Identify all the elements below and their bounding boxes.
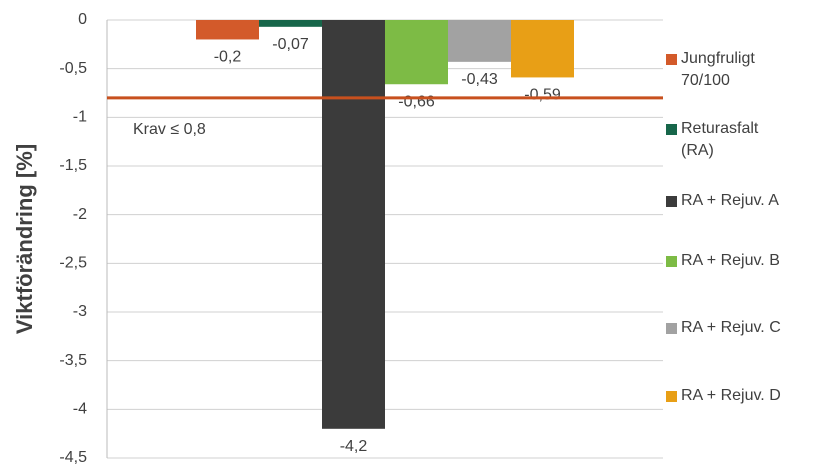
reference-label: Krav ≤ 0,8: [133, 121, 206, 138]
y-tick-label: -1,5: [59, 157, 87, 174]
legend-item: Jungfruligt 70/100: [666, 48, 781, 92]
y-tick-label: -3,5: [59, 352, 87, 369]
legend-item: RA + Rejuv. C: [666, 317, 831, 339]
data-label: -4,2: [340, 438, 368, 455]
y-axis-label: Viktförändring [%]: [12, 144, 37, 334]
bar: [322, 20, 385, 429]
data-label: -0,59: [524, 87, 561, 104]
bar: [259, 20, 322, 27]
y-tick-label: -1: [73, 109, 87, 126]
legend-swatch: [666, 196, 677, 207]
legend-label: RA + Rejuv. B: [681, 252, 780, 269]
legend-label: Jungfruligt 70/100: [681, 50, 755, 89]
legend-item: RA + Rejuv. D: [666, 385, 831, 407]
y-tick-label: -2,5: [59, 255, 87, 272]
data-label: -0,2: [214, 49, 242, 66]
legend-swatch: [666, 391, 677, 402]
legend-swatch: [666, 323, 677, 334]
bar: [196, 20, 259, 40]
legend-swatch: [666, 256, 677, 267]
y-tick-label: -4: [73, 401, 87, 418]
bar: [385, 20, 448, 85]
bar: [448, 20, 511, 62]
legend-label: Returasfalt (RA): [681, 120, 759, 159]
legend-swatch: [666, 54, 677, 65]
y-tick-label: 0: [78, 11, 87, 28]
legend-swatch: [666, 124, 677, 135]
legend-item: RA + Rejuv. B: [666, 250, 831, 272]
legend-label: RA + Rejuv. C: [681, 319, 781, 336]
data-label: -0,66: [398, 93, 435, 110]
data-label: -0,07: [272, 36, 309, 53]
bar: [511, 20, 574, 78]
y-tick-label: -3: [73, 303, 87, 320]
data-label: -0,43: [461, 71, 498, 88]
y-tick-label: -4,5: [59, 449, 87, 466]
legend-item: RA + Rejuv. A: [666, 190, 831, 212]
y-tick-label: -2: [73, 206, 87, 223]
y-tick-label: -0,5: [59, 60, 87, 77]
legend-item: Returasfalt (RA): [666, 118, 781, 162]
legend-label: RA + Rejuv. D: [681, 387, 781, 404]
legend-label: RA + Rejuv. A: [681, 192, 779, 209]
